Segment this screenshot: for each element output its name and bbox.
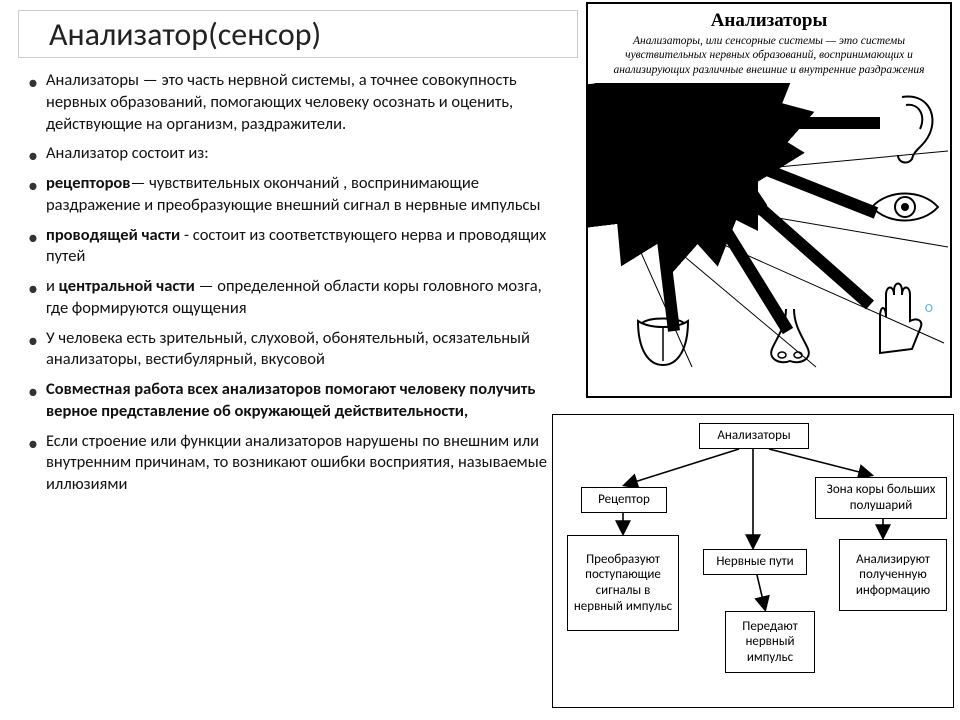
fc-node-preob: Преобразуют поступающие сигналы в нервны…	[567, 535, 679, 631]
bullet-item: Анализатор состоит из:	[28, 143, 558, 165]
diagram-subtitle: Анализаторы, или сенсорные системы — это…	[588, 32, 950, 83]
watermark-text: о	[925, 298, 934, 317]
fc-node-nerv: Нервные пути	[703, 549, 807, 575]
fc-node-pered: Передают нервный импульс	[725, 611, 815, 673]
flowchart: Анализаторы Рецептор Зона коры больших пол…	[552, 414, 954, 708]
fc-node-zone: Зона коры больших полушарий	[815, 477, 947, 519]
fc-node-root: Анализаторы	[699, 423, 809, 449]
fc-node-recept: Рецептор	[581, 487, 667, 513]
bullet-item: и центральной части — определенной облас…	[28, 276, 558, 320]
slide-title: Анализатор(сенсор)	[18, 10, 578, 58]
bullet-list: Анализаторы — это часть нервной системы,…	[28, 70, 558, 504]
fc-node-analiz: Анализируют полученную информацию	[839, 539, 947, 611]
bullet-item: У человека есть зрительный, слуховой, об…	[28, 328, 558, 372]
bullet-item: Совместная работа всех анализаторов помо…	[28, 379, 558, 423]
bullet-item: рецепторов— чувствительных окончаний , в…	[28, 173, 558, 217]
diagram-canvas: о	[588, 83, 950, 373]
sensory-diagram: Анализаторы Анализаторы, или сенсорные с…	[586, 2, 952, 398]
slide-title-text: Анализатор(сенсор)	[49, 15, 321, 54]
diagram-title: Анализаторы	[588, 4, 950, 32]
bullet-item: Если строение или функции анализаторов н…	[28, 431, 558, 496]
bullet-item: Анализаторы — это часть нервной системы,…	[28, 70, 558, 135]
bullet-item: проводящей части - состоит из соответств…	[28, 225, 558, 269]
